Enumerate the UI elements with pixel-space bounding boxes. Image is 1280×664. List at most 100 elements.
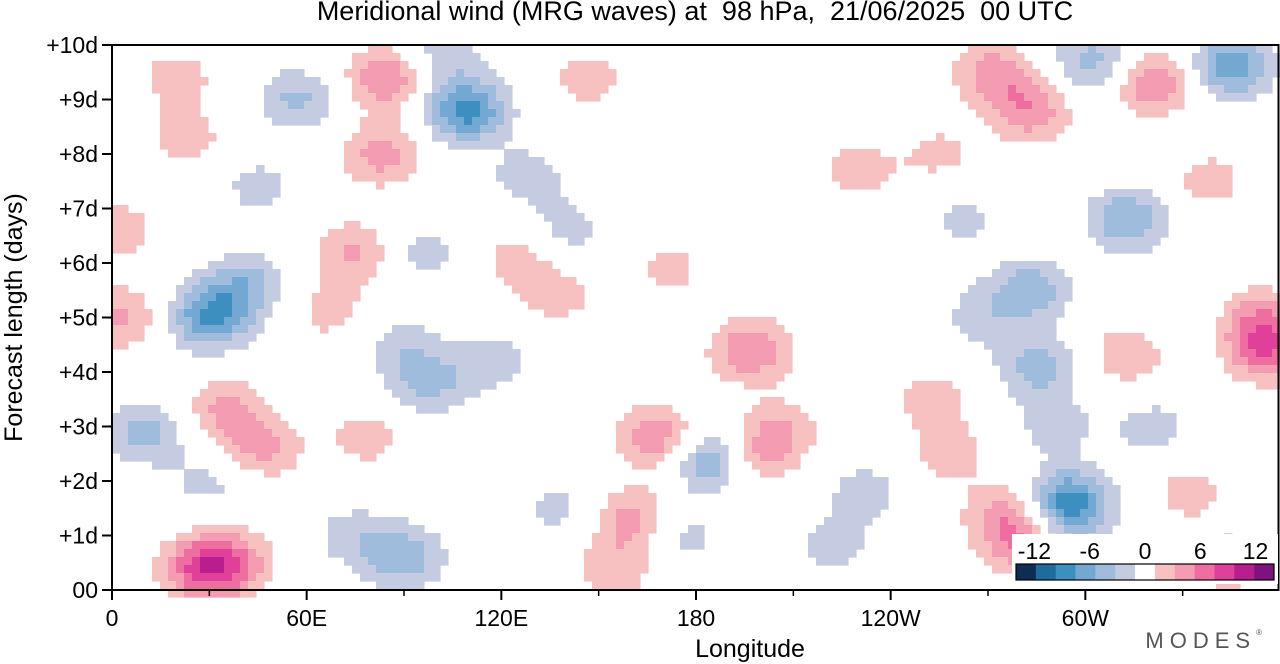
contour-cell bbox=[984, 493, 993, 502]
contour-cell bbox=[752, 405, 761, 414]
contour-cell bbox=[1040, 117, 1049, 126]
contour-cell bbox=[368, 557, 377, 566]
contour-cell bbox=[976, 221, 985, 230]
contour-cell bbox=[840, 173, 849, 182]
contour-cell bbox=[352, 525, 361, 534]
contour-cell bbox=[240, 445, 249, 454]
contour-cell bbox=[776, 413, 785, 422]
contour-cell bbox=[1072, 493, 1081, 502]
contour-cell bbox=[1088, 53, 1097, 62]
contour-cell bbox=[952, 317, 961, 326]
contour-cell bbox=[552, 277, 561, 286]
contour-cell bbox=[952, 61, 961, 70]
contour-cell bbox=[392, 525, 401, 534]
contour-cell bbox=[1232, 293, 1241, 302]
contour-cell bbox=[1112, 501, 1121, 510]
contour-cell bbox=[880, 477, 889, 486]
contour-cell bbox=[656, 413, 665, 422]
contour-cell bbox=[1136, 341, 1145, 350]
contour-cell bbox=[1240, 77, 1249, 86]
contour-cell bbox=[1048, 109, 1057, 118]
contour-cell bbox=[232, 589, 241, 598]
contour-cell bbox=[848, 477, 857, 486]
contour-cell bbox=[1104, 485, 1113, 494]
contour-cell bbox=[400, 397, 409, 406]
contour-cell bbox=[904, 397, 913, 406]
contour-cell bbox=[568, 277, 577, 286]
contour-cell bbox=[1000, 69, 1009, 78]
contour-cell bbox=[232, 413, 241, 422]
contour-cell bbox=[1168, 429, 1177, 438]
contour-cell bbox=[224, 253, 233, 262]
contour-cell bbox=[1256, 325, 1265, 334]
contour-cell bbox=[304, 117, 313, 126]
contour-cell bbox=[992, 101, 1001, 110]
contour-cell bbox=[680, 253, 689, 262]
contour-cell bbox=[496, 85, 505, 94]
contour-cell bbox=[392, 333, 401, 342]
contour-cell bbox=[648, 437, 657, 446]
contour-cell bbox=[240, 541, 249, 550]
contour-cell bbox=[768, 341, 777, 350]
contour-cell bbox=[128, 445, 137, 454]
contour-cell bbox=[224, 325, 233, 334]
contour-cell bbox=[392, 565, 401, 574]
contour-cell bbox=[400, 165, 409, 174]
contour-cell bbox=[328, 253, 337, 262]
contour-cell bbox=[112, 237, 121, 246]
contour-cell bbox=[728, 365, 737, 374]
contour-cell bbox=[920, 149, 929, 158]
contour-cell bbox=[1248, 365, 1257, 374]
contour-cell bbox=[240, 325, 249, 334]
contour-cell bbox=[1184, 485, 1193, 494]
contour-cell bbox=[256, 565, 265, 574]
contour-cell bbox=[1104, 213, 1113, 222]
contour-cell bbox=[1096, 517, 1105, 526]
contour-cell bbox=[1224, 173, 1233, 182]
contour-cell bbox=[712, 445, 721, 454]
contour-cell bbox=[448, 77, 457, 86]
contour-cell bbox=[1032, 405, 1041, 414]
contour-cell bbox=[1256, 309, 1265, 318]
contour-cell bbox=[344, 549, 353, 558]
contour-cell bbox=[544, 165, 553, 174]
contour-cell bbox=[1032, 133, 1041, 142]
colorbar-swatch bbox=[1154, 564, 1176, 580]
contour-cell bbox=[640, 453, 649, 462]
contour-cell bbox=[168, 541, 177, 550]
contour-cell bbox=[176, 565, 185, 574]
contour-cell bbox=[1248, 61, 1257, 70]
colorbar-swatch bbox=[1234, 564, 1255, 580]
contour-cell bbox=[224, 341, 233, 350]
contour-cell bbox=[624, 549, 633, 558]
contour-cell bbox=[776, 397, 785, 406]
contour-cell bbox=[160, 437, 169, 446]
contour-cell bbox=[1088, 493, 1097, 502]
contour-cell bbox=[384, 349, 393, 358]
contour-cell bbox=[512, 253, 521, 262]
contour-cell bbox=[432, 357, 441, 366]
contour-cell bbox=[584, 557, 593, 566]
contour-cell bbox=[1104, 517, 1113, 526]
contour-cell bbox=[216, 549, 225, 558]
contour-cell bbox=[640, 421, 649, 430]
contour-cell bbox=[568, 229, 577, 238]
contour-cell bbox=[1216, 341, 1225, 350]
contour-cell bbox=[216, 381, 225, 390]
contour-cell bbox=[160, 557, 169, 566]
contour-cell bbox=[1008, 349, 1017, 358]
contour-cell bbox=[1000, 365, 1009, 374]
contour-cell bbox=[752, 413, 761, 422]
contour-cell bbox=[176, 109, 185, 118]
contour-cell bbox=[352, 93, 361, 102]
contour-cell bbox=[1024, 125, 1033, 134]
contour-cell bbox=[1216, 325, 1225, 334]
contour-cell bbox=[360, 77, 369, 86]
contour-cell bbox=[408, 357, 417, 366]
contour-cell bbox=[976, 285, 985, 294]
contour-cell bbox=[168, 309, 177, 318]
contour-cell bbox=[240, 589, 249, 598]
contour-cell bbox=[1128, 357, 1137, 366]
contour-cell bbox=[336, 229, 345, 238]
contour-cell bbox=[616, 525, 625, 534]
